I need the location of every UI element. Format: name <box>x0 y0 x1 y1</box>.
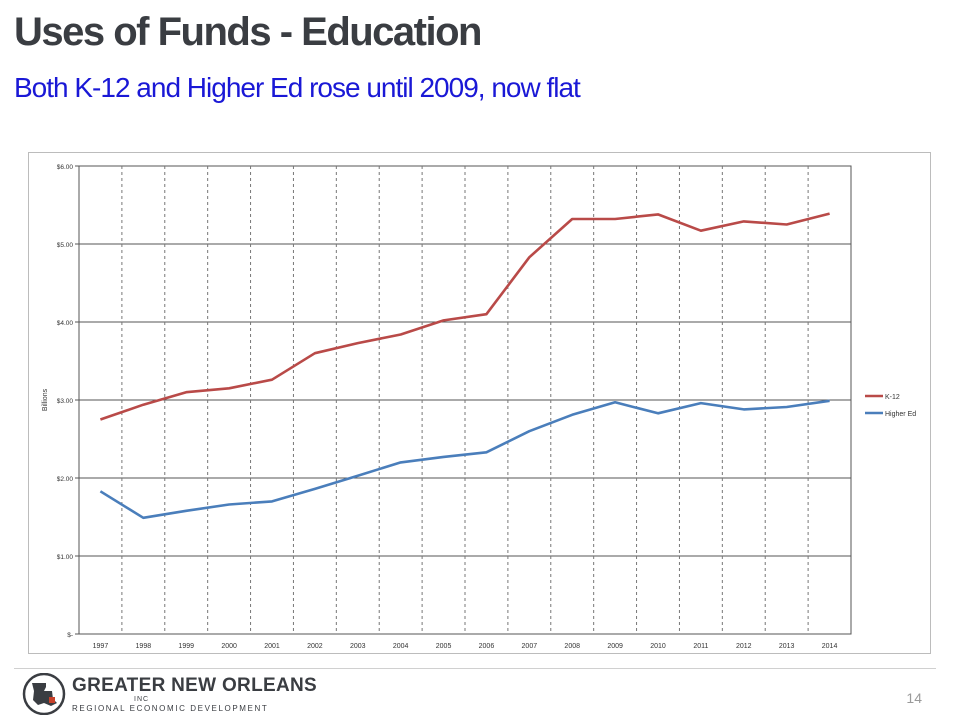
greater-new-orleans-logo: GREATER NEW ORLEANS INC REGIONAL ECONOMI… <box>22 673 317 715</box>
x-tick-label: 2003 <box>350 643 366 650</box>
line-chart: $- $1.00 $2.00 $3.00 $4.00 $5.00 $6.00 1997 1998… <box>42 164 916 650</box>
x-tick-label: 2008 <box>564 643 580 650</box>
x-tick-label: 2001 <box>264 643 280 650</box>
slide-subtitle: Both K-12 and Higher Ed rose until 2009,… <box>14 72 581 103</box>
louisiana-state-icon <box>22 673 66 715</box>
page-number: 14 <box>906 690 922 706</box>
series-line-higher-ed <box>99 399 830 520</box>
y-tick-label: $1.00 <box>57 554 74 561</box>
x-tick-label: 2006 <box>479 643 495 650</box>
x-tick-label: 2011 <box>693 643 708 650</box>
x-tick-label: 2004 <box>393 643 409 650</box>
logo-wordmark: GREATER NEW ORLEANS <box>72 675 317 696</box>
y-tick-label: $6.00 <box>57 164 74 171</box>
chart-container: $- $1.00 $2.00 $3.00 $4.00 $5.00 $6.00 1997 1998… <box>28 152 931 654</box>
x-tick-label: 2005 <box>436 643 452 650</box>
x-tick-label: 2009 <box>607 643 623 650</box>
y-tick-label: $3.00 <box>57 398 74 405</box>
y-tick-label: $5.00 <box>57 242 74 249</box>
series-line-k-12 <box>99 212 830 421</box>
y-tick-label: $- <box>67 632 73 639</box>
slide-title: Uses of Funds - Education <box>14 10 482 54</box>
legend-label: Higher Ed <box>885 411 916 418</box>
footer-divider <box>14 668 936 669</box>
logo-tagline: REGIONAL ECONOMIC DEVELOPMENT <box>72 704 269 713</box>
x-tick-label: 2000 <box>221 643 237 650</box>
x-tick-label: 2014 <box>822 643 838 650</box>
legend-label: K-12 <box>885 394 900 401</box>
x-tick-label: 2013 <box>779 643 795 650</box>
x-tick-label: 1998 <box>136 643 152 650</box>
x-tick-label: 1999 <box>178 643 194 650</box>
y-tick-label: $2.00 <box>57 476 74 483</box>
x-tick-label: 2012 <box>736 643 752 650</box>
y-axis-label: Billions <box>42 388 49 411</box>
x-tick-label: 1997 <box>93 643 109 650</box>
y-tick-label: $4.00 <box>57 320 74 327</box>
logo-inc: INC <box>134 696 150 703</box>
x-tick-label: 2002 <box>307 643 323 650</box>
x-tick-label: 2007 <box>522 643 538 650</box>
x-tick-label: 2010 <box>650 643 666 650</box>
